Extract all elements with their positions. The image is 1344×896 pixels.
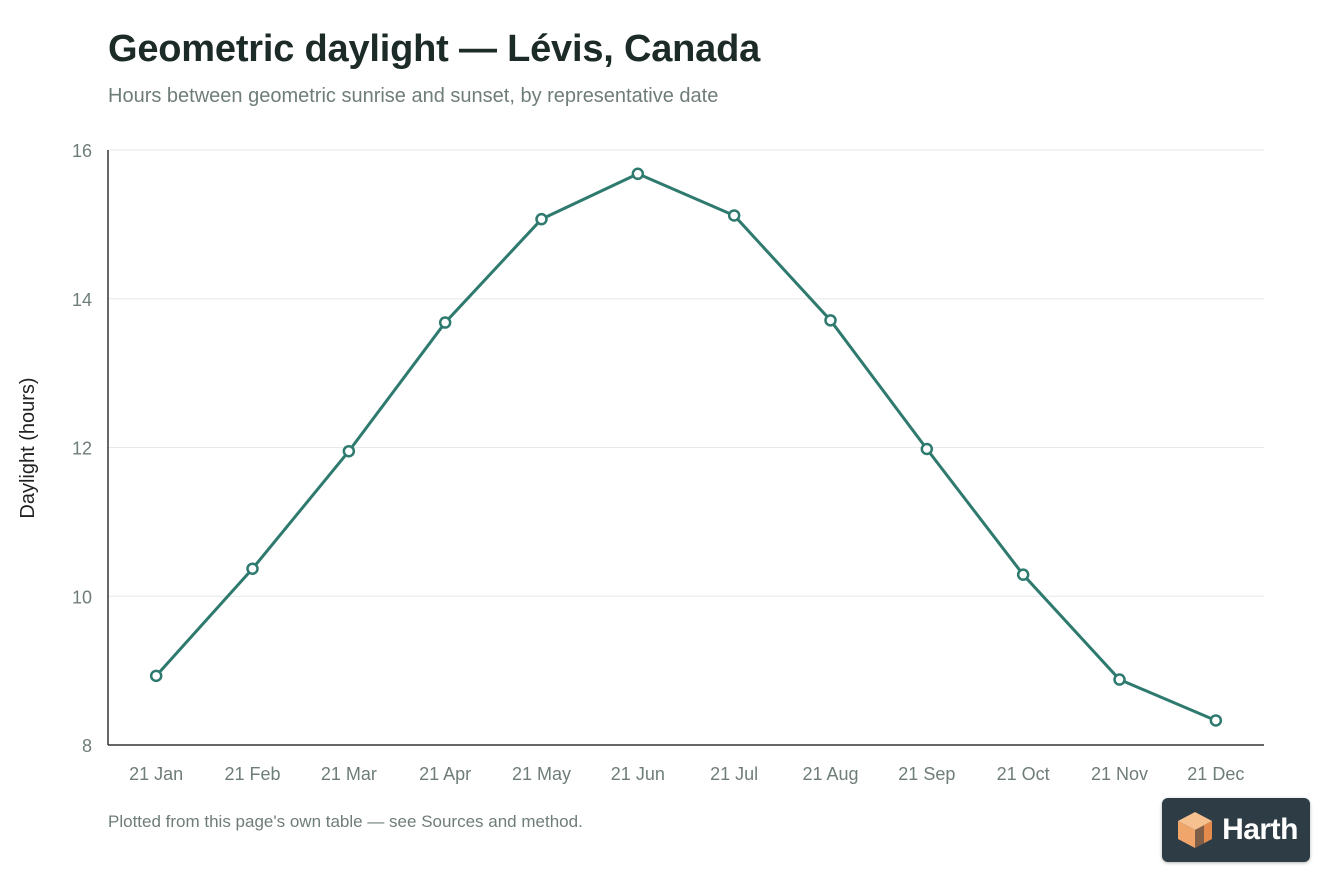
data-point — [438, 316, 452, 329]
x-tick-label: 21 Jun — [611, 764, 665, 784]
data-point — [824, 314, 837, 327]
data-point — [246, 562, 259, 575]
x-tick-label: 21 Sep — [898, 764, 955, 784]
y-tick-label: 10 — [72, 587, 92, 607]
axis-layer: 8 10 12 14 16 21 Jan 21 Feb 21 Mar 21 Apr 21 May 2… — [72, 141, 1264, 784]
data-point — [1113, 673, 1126, 686]
y-tick-label: 16 — [72, 141, 92, 161]
y-tick-label: 12 — [72, 439, 92, 459]
x-tick-label: 21 Aug — [802, 764, 858, 784]
data-point — [727, 209, 741, 222]
x-tick-label: 21 Oct — [997, 764, 1050, 784]
x-tick-label: 21 Jul — [710, 764, 758, 784]
grid-layer — [108, 149, 1264, 597]
y-tick-label: 8 — [82, 736, 92, 756]
footnote: Plotted from this page's own table — see… — [108, 812, 583, 831]
x-tick-label: 21 Apr — [419, 764, 471, 784]
x-tick-label: 21 Nov — [1091, 764, 1148, 784]
data-point — [342, 444, 356, 458]
harth-logo: Harth — [1162, 798, 1310, 862]
x-tick-label: 21 May — [512, 764, 571, 784]
logo-wordmark: Harth — [1222, 813, 1298, 846]
series-line — [154, 172, 1218, 722]
cube-icon — [1178, 812, 1213, 848]
data-point — [1016, 568, 1030, 581]
x-tick-label: 21 Jan — [129, 764, 183, 784]
chart-subtitle: Hours between geometric sunrise and suns… — [108, 85, 719, 107]
data-point — [1209, 714, 1223, 727]
chart-title: Geometric daylight — Lévis, Canada — [108, 28, 761, 70]
y-axis-label: Daylight (hours) — [17, 377, 39, 518]
x-tick-label: 21 Dec — [1187, 764, 1244, 784]
series-layer — [149, 167, 1223, 727]
data-point — [149, 669, 163, 683]
x-tick-label: 21 Feb — [224, 764, 280, 784]
data-point — [920, 442, 934, 456]
data-point — [631, 167, 645, 181]
data-point — [535, 212, 548, 226]
x-tick-label: 21 Mar — [321, 764, 377, 784]
y-tick-label: 14 — [72, 290, 92, 310]
